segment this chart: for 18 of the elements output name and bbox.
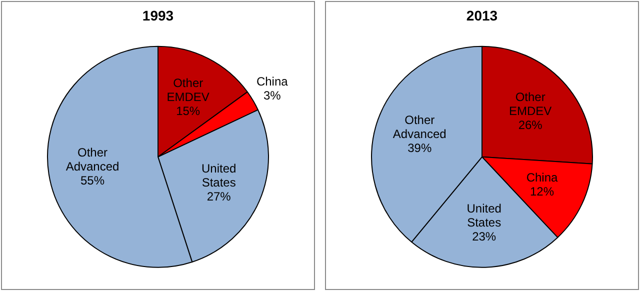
data-label: 23% [472, 229, 496, 244]
data-label: 26% [518, 118, 543, 132]
slice-label: Other Advanced [66, 146, 120, 174]
data-label: 55% [80, 174, 105, 188]
slice-label: United States [202, 162, 236, 190]
slice-label: Other EMDEV [166, 76, 210, 104]
data-label: 39% [408, 140, 432, 155]
slice-label: United States [466, 201, 502, 230]
data-label: 27% [206, 190, 232, 204]
chart-title: 1993 [142, 7, 174, 24]
data-label: 3% [263, 88, 282, 103]
slice-label: China [526, 170, 558, 184]
data-label: 12% [530, 184, 554, 198]
data-label: 15% [176, 104, 200, 118]
slice-label: Other EMDEV [508, 90, 552, 118]
slice-label: China [256, 74, 288, 89]
slice-label: Other Advanced [392, 112, 446, 141]
chart-title: 2013 [466, 7, 498, 24]
